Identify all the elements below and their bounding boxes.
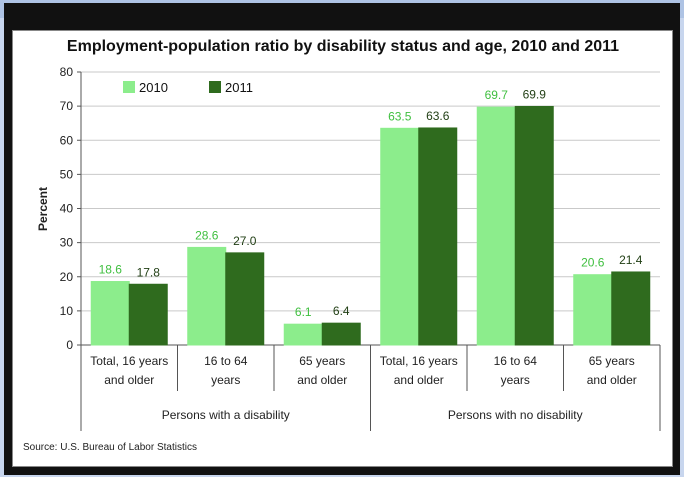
bar-2011-1 — [225, 252, 265, 346]
legend-swatch-2010 — [123, 81, 135, 93]
x-category-label: Total, 16 years — [380, 354, 458, 368]
x-category-label: and older — [587, 373, 637, 387]
x-category-label: and older — [394, 373, 444, 387]
x-category-label: and older — [297, 373, 347, 387]
x-group-label: Persons with a disability — [162, 408, 290, 422]
legend-label: 2011 — [225, 80, 253, 95]
chart-svg: Employment-population ratio by disabilit… — [23, 38, 661, 453]
data-labels: 18.6 28.6 6.1 63.5 69.7 20.6 17.8 27.0 6.4 63.6 69… — [99, 87, 643, 319]
x-category-label: 16 to 64 — [204, 354, 248, 368]
bar-2011-0 — [128, 283, 168, 346]
bar-2010-2 — [283, 323, 323, 346]
data-label: 69.7 — [485, 88, 509, 102]
y-axis-label: Percent — [36, 187, 50, 231]
y-tick-label: 30 — [60, 236, 74, 250]
y-tick-label: 0 — [66, 338, 73, 352]
x-group-label: Persons with no disability — [448, 408, 583, 422]
legend-label: 2010 — [139, 80, 168, 95]
data-label: 21.4 — [619, 253, 643, 267]
x-category-label: 65 years — [589, 354, 635, 368]
chart-panel: Employment-population ratio by disabilit… — [12, 30, 673, 467]
data-label: 69.9 — [523, 87, 547, 101]
chart-title: Employment-population ratio by disabilit… — [67, 38, 619, 55]
bar-2010-1 — [187, 246, 227, 346]
data-label: 18.6 — [99, 263, 123, 277]
bar-2011-5 — [611, 271, 651, 346]
x-category-label: 16 to 64 — [494, 354, 538, 368]
data-label: 20.6 — [581, 256, 605, 270]
x-category-label: and older — [104, 373, 154, 387]
data-label: 28.6 — [195, 228, 219, 242]
data-label: 63.6 — [426, 109, 450, 123]
x-category-label: 65 years — [299, 354, 345, 368]
source-note: Source: U.S. Bureau of Labor Statistics — [23, 442, 197, 453]
x-category-label: years — [501, 373, 530, 387]
bar-2011-4 — [514, 105, 554, 346]
data-label: 27.0 — [233, 234, 257, 248]
y-tick-label: 40 — [60, 202, 74, 216]
data-label: 63.5 — [388, 109, 412, 123]
legend: 2010 2011 — [123, 80, 253, 95]
y-tick-label: 70 — [60, 99, 74, 113]
x-category-label: Total, 16 years — [90, 354, 168, 368]
y-tick-label: 20 — [60, 270, 74, 284]
bars — [90, 105, 651, 346]
gridlines — [81, 71, 660, 312]
bar-2011-2 — [321, 322, 361, 346]
axes: 0 10 20 30 40 50 60 70 80 Total, 16 years and olde… — [60, 65, 661, 431]
legend-swatch-2011 — [209, 81, 221, 93]
x-category-label: years — [211, 373, 240, 387]
bar-2010-3 — [380, 127, 420, 346]
y-tick-label: 10 — [60, 304, 74, 318]
data-label: 6.4 — [333, 304, 350, 318]
bar-2010-0 — [90, 281, 130, 346]
data-label: 6.1 — [295, 305, 312, 319]
bar-2011-3 — [418, 127, 458, 346]
y-tick-label: 50 — [60, 167, 74, 181]
data-label: 17.8 — [137, 265, 161, 279]
y-tick-label: 60 — [60, 133, 74, 147]
bar-2010-5 — [573, 274, 613, 346]
bar-2010-4 — [476, 106, 516, 346]
y-tick-label: 80 — [60, 65, 74, 79]
